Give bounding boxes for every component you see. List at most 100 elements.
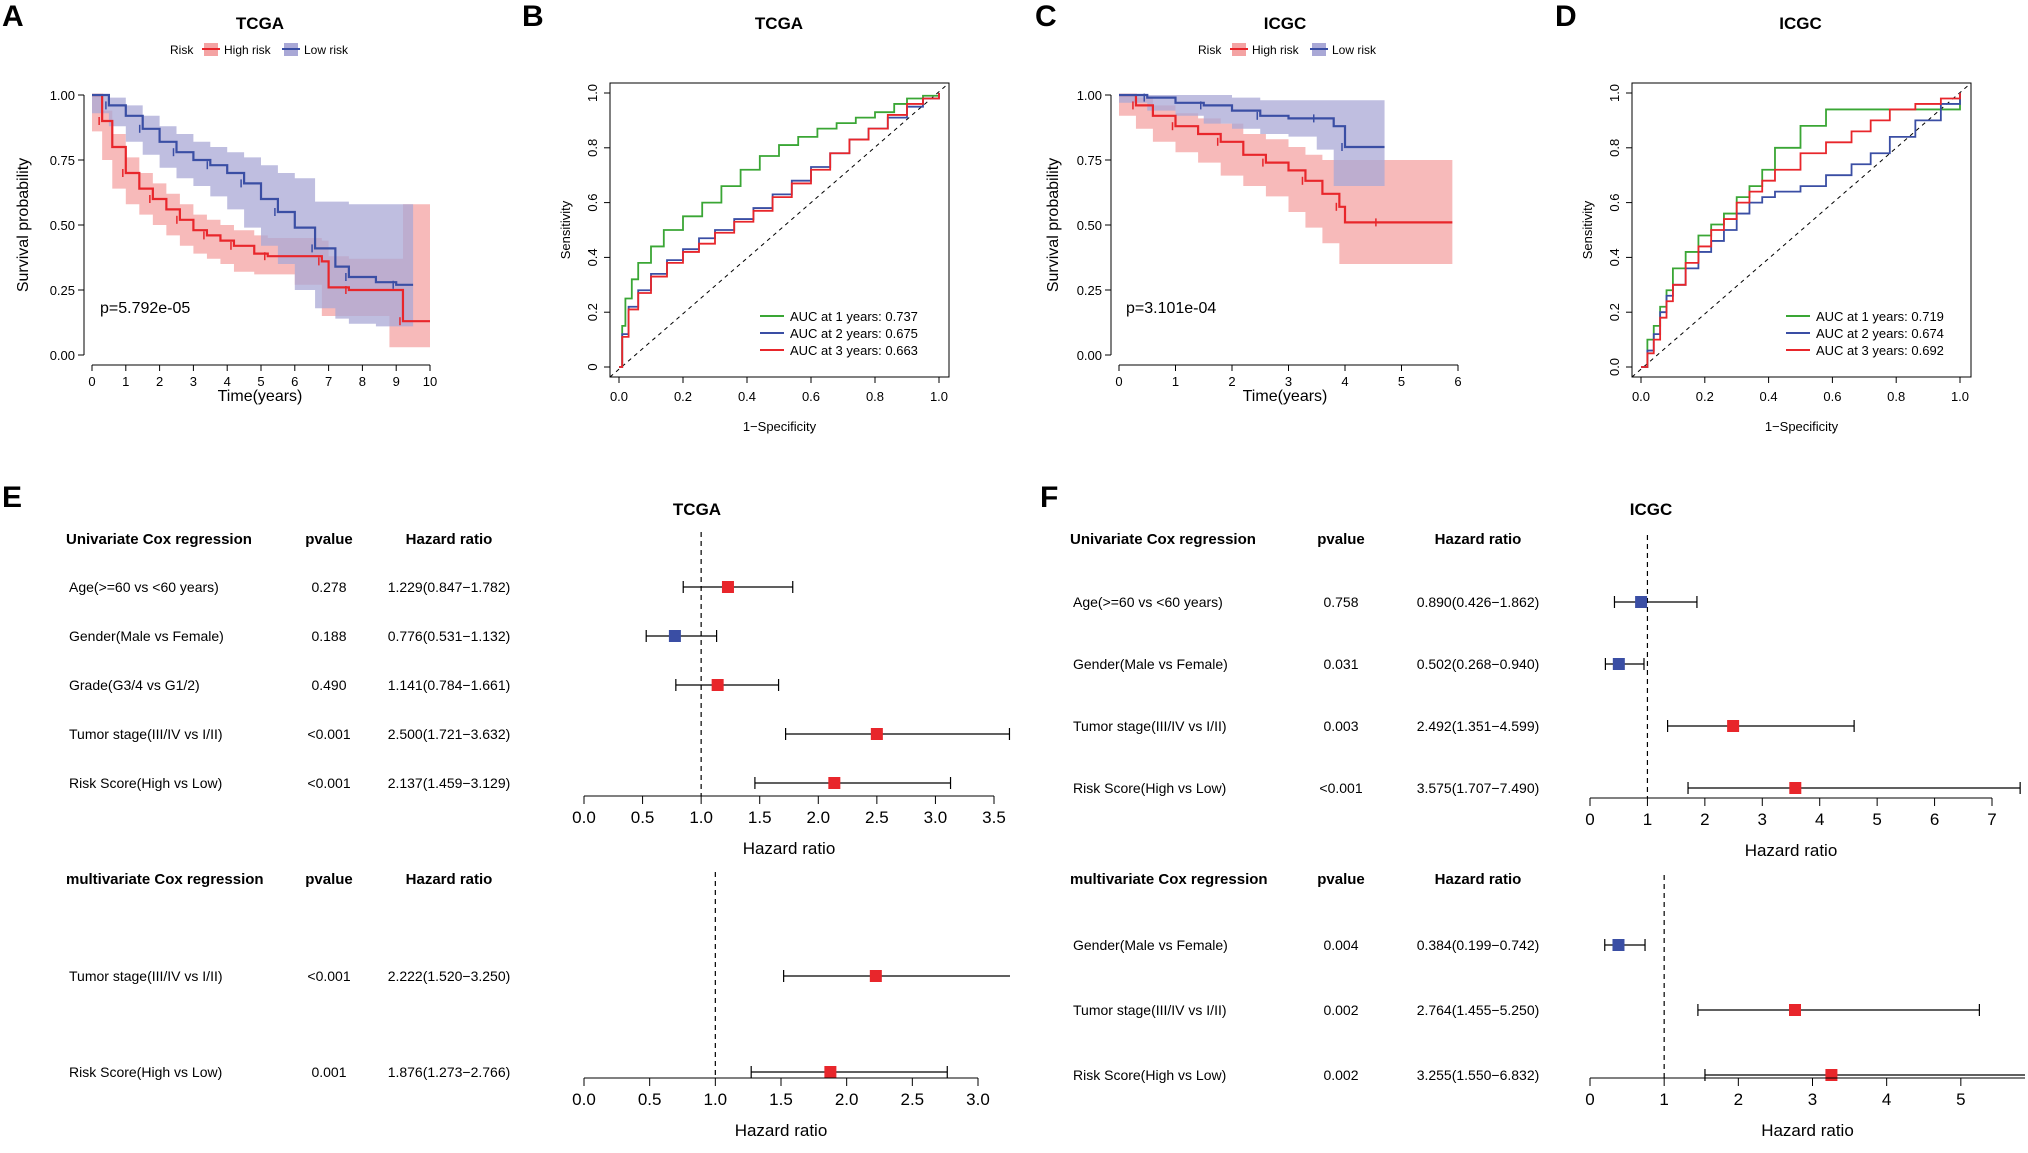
forest-row-hr: 1.141(0.784−1.661) (388, 677, 511, 693)
reference-diagonal (609, 82, 950, 378)
ci-band-1 (92, 95, 414, 327)
forest-row-label: Risk Score(High vs Low) (69, 775, 222, 791)
forest-row-label: Risk Score(High vs Low) (1073, 780, 1226, 796)
y-tick-label: 0.2 (1607, 303, 1622, 321)
x-tick-label: 4 (1341, 374, 1348, 389)
hr-axis-label: Hazard ratio (1761, 1121, 1854, 1140)
y-tick-label: 0.4 (1607, 248, 1622, 266)
hr-tick-label: 0.0 (572, 808, 596, 827)
y-tick-label: 1.0 (585, 84, 600, 102)
reference-diagonal (1631, 82, 1972, 378)
forest-row-label: Age(>=60 vs <60 years) (1073, 594, 1223, 610)
chart-title: TCGA (236, 14, 284, 33)
x-axis-label: 1−Specificity (1765, 419, 1839, 434)
x-tick-label: 6 (1454, 374, 1461, 389)
y-axis-label: Sensitivity (558, 200, 573, 259)
y-tick-label: 0.00 (1077, 348, 1102, 363)
roc-curve-2 (619, 93, 940, 368)
y-tick-label: 1.00 (1077, 88, 1102, 103)
x-tick-label: 0.0 (1632, 389, 1650, 404)
survival-curve-1 (92, 93, 414, 286)
hr-point (869, 970, 882, 982)
forest-row-hr: 1.229(0.847−1.782) (388, 579, 511, 595)
chart-title: ICGC (1264, 14, 1307, 33)
legend-label-0: AUC at 1 years: 0.719 (1816, 309, 1944, 324)
y-tick-label: 0.0 (1607, 358, 1622, 376)
forest-title: TCGA (673, 500, 721, 519)
forest-header-pvalue: pvalue (1317, 871, 1365, 888)
p-value-annotation: p=3.101e-04 (1126, 300, 1216, 317)
roc-curve-2 (1641, 93, 1961, 368)
hr-tick-label: 1.0 (689, 808, 713, 827)
forest-row-pvalue: <0.001 (1319, 780, 1362, 796)
forest-header-label: Univariate Cox regression (1070, 531, 1256, 548)
forest-row-label: Risk Score(High vs Low) (69, 1064, 222, 1080)
x-tick-label: 0.2 (1696, 389, 1714, 404)
hr-tick-label: 2.0 (806, 808, 830, 827)
forest-header-hr: Hazard ratio (406, 871, 493, 888)
hr-point (721, 581, 734, 593)
hr-tick-label: 2 (1734, 1090, 1743, 1109)
forest-row-label: Tumor stage(III/IV vs I/II) (1073, 718, 1227, 734)
x-tick-label: 3 (190, 374, 197, 389)
y-tick-label: 0.00 (50, 348, 75, 363)
x-axis-label: Time(years) (218, 388, 303, 405)
forest-row-label: Grade(G3/4 vs G1/2) (69, 677, 200, 693)
forest-row-label: Tumor stage(III/IV vs I/II) (69, 726, 223, 742)
hr-tick-label: 3.0 (924, 808, 948, 827)
hr-tick-label: 1.5 (748, 808, 772, 827)
x-tick-label: 1 (122, 374, 129, 389)
forest-header-label: multivariate Cox regression (1070, 871, 1268, 888)
forest-row-pvalue: <0.001 (307, 968, 350, 984)
y-tick-label: 0.8 (1607, 139, 1622, 157)
x-tick-label: 0.6 (1823, 389, 1841, 404)
hr-axis-label: Hazard ratio (743, 839, 836, 858)
legend-label-2: AUC at 3 years: 0.663 (790, 343, 918, 358)
x-tick-label: 0.6 (802, 389, 820, 404)
forest-row-hr: 0.384(0.199−0.742) (1417, 937, 1540, 953)
y-tick-label: 0.8 (585, 139, 600, 157)
chart-title: ICGC (1779, 14, 1822, 33)
x-tick-label: 9 (393, 374, 400, 389)
legend-label-2: AUC at 3 years: 0.692 (1816, 343, 1944, 358)
x-tick-label: 0 (88, 374, 95, 389)
forest-header-pvalue: pvalue (1317, 531, 1365, 548)
legend-label-0: AUC at 1 years: 0.737 (790, 309, 918, 324)
legend-label-0: High risk (1252, 43, 1300, 57)
hr-point (824, 1066, 837, 1078)
forest-row-hr: 2.492(1.351−4.599) (1417, 718, 1540, 734)
hr-tick-label: 0.0 (572, 1090, 596, 1109)
hr-tick-label: 0 (1585, 1090, 1594, 1109)
legend-label-1: Low risk (1332, 43, 1377, 57)
hr-tick-label: 1.5 (769, 1090, 793, 1109)
hr-point (1635, 596, 1648, 608)
forest-row-pvalue: 0.001 (311, 1064, 346, 1080)
forest-row-pvalue: 0.002 (1323, 1002, 1358, 1018)
hr-tick-label: 6 (1930, 810, 1939, 829)
x-tick-label: 4 (224, 374, 231, 389)
forest-header-hr: Hazard ratio (1435, 871, 1522, 888)
forest-header-label: Univariate Cox regression (66, 531, 252, 548)
forest-row-label: Risk Score(High vs Low) (1073, 1067, 1226, 1083)
hr-axis-label: Hazard ratio (1745, 841, 1838, 860)
hr-tick-label: 1 (1643, 810, 1652, 829)
x-tick-label: 0.4 (738, 389, 756, 404)
forest-row-pvalue: 0.002 (1323, 1067, 1358, 1083)
x-tick-label: 0.2 (674, 389, 692, 404)
forest-row-label: Gender(Male vs Female) (1073, 656, 1228, 672)
x-tick-label: 3 (1285, 374, 1292, 389)
y-tick-label: 0.25 (1077, 283, 1102, 298)
x-tick-label: 8 (359, 374, 366, 389)
panel-letter-d: D (1555, 0, 1577, 33)
panel-letter-e: E (2, 481, 22, 514)
x-tick-label: 0.4 (1760, 389, 1778, 404)
forest-row-hr: 2.137(1.459−3.129) (388, 775, 511, 791)
legend-label-1: AUC at 2 years: 0.675 (790, 326, 918, 341)
y-tick-label: 0.50 (50, 218, 75, 233)
plot-frame (1631, 82, 1972, 378)
hr-tick-label: 3 (1808, 1090, 1817, 1109)
hr-point (668, 630, 681, 642)
legend-title: Risk (1198, 43, 1222, 57)
hr-point (1788, 1004, 1801, 1016)
